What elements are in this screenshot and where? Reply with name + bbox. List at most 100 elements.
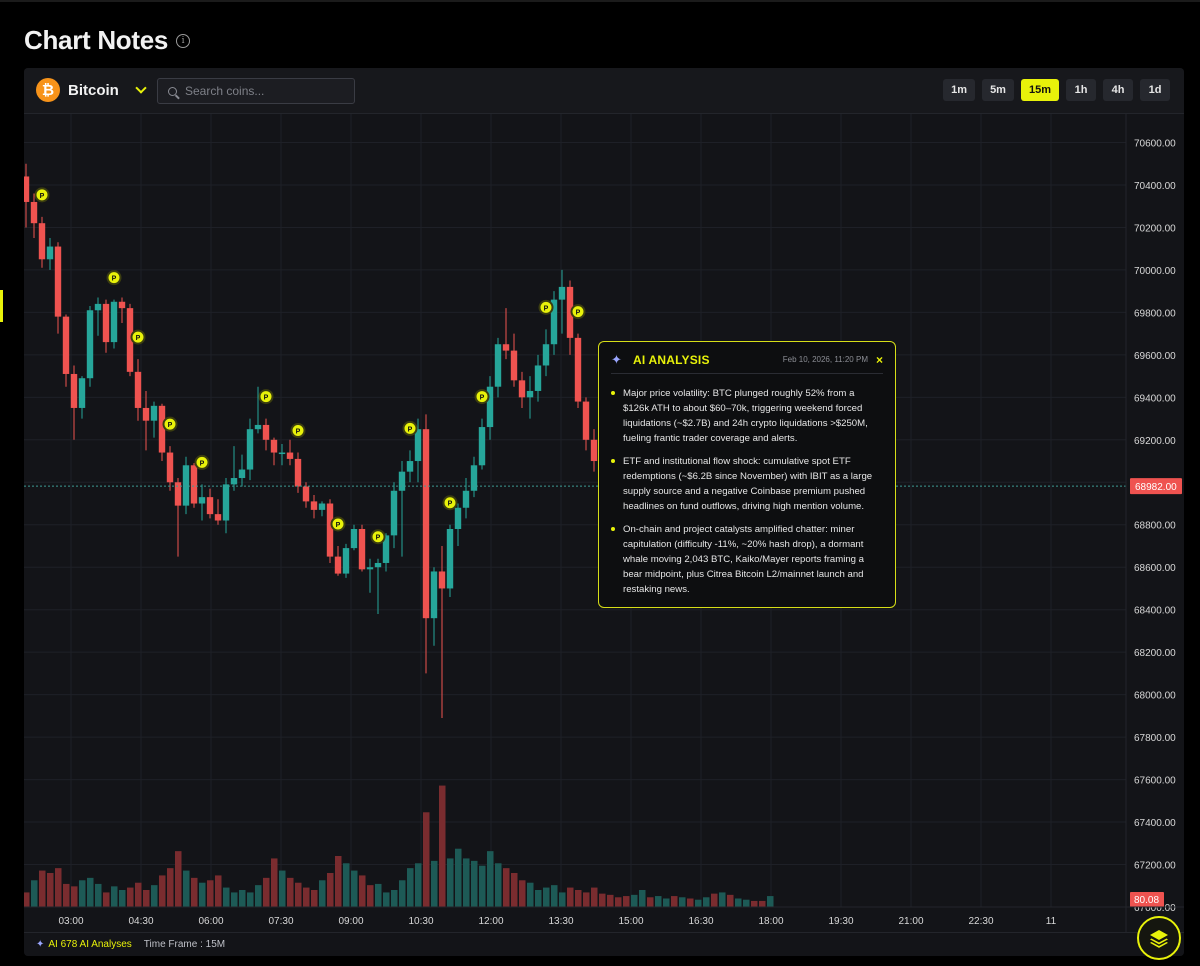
candle[interactable] xyxy=(110,301,118,343)
candle[interactable] xyxy=(118,301,126,309)
candle[interactable] xyxy=(286,452,294,459)
candle[interactable] xyxy=(86,310,94,379)
candle[interactable] xyxy=(382,535,390,563)
candle[interactable] xyxy=(470,465,478,491)
candle[interactable] xyxy=(46,246,54,260)
candle[interactable] xyxy=(62,316,70,374)
candle[interactable] xyxy=(310,501,318,510)
candle[interactable] xyxy=(142,407,150,421)
candle[interactable] xyxy=(318,503,326,510)
search-input[interactable] xyxy=(185,84,345,98)
candle[interactable] xyxy=(30,201,38,224)
timeframe-button-1h[interactable]: 1h xyxy=(1066,79,1096,101)
info-icon[interactable]: i xyxy=(176,34,191,48)
note-marker-icon[interactable] xyxy=(194,454,210,470)
candle[interactable] xyxy=(158,405,166,453)
candle[interactable] xyxy=(390,490,398,536)
volume-bar xyxy=(39,870,46,907)
candle[interactable] xyxy=(182,465,190,506)
candle[interactable] xyxy=(326,503,334,557)
note-marker-icon[interactable] xyxy=(402,420,418,436)
candle[interactable] xyxy=(454,507,462,529)
candle[interactable] xyxy=(542,344,550,366)
candle[interactable] xyxy=(246,429,254,470)
candle[interactable] xyxy=(278,452,286,455)
note-marker-icon[interactable] xyxy=(538,299,554,315)
candle[interactable] xyxy=(38,223,46,260)
candle[interactable] xyxy=(54,246,62,317)
timeframe-button-4h[interactable]: 4h xyxy=(1103,79,1133,101)
note-marker-icon[interactable] xyxy=(330,516,346,532)
candle[interactable] xyxy=(518,380,526,398)
candle[interactable] xyxy=(510,350,518,381)
candle[interactable] xyxy=(78,378,86,408)
coin-selector[interactable]: ₿ Bitcoin xyxy=(36,78,147,102)
candle[interactable] xyxy=(358,528,366,570)
candle[interactable] xyxy=(302,486,310,502)
candle[interactable] xyxy=(486,386,494,428)
candle[interactable] xyxy=(438,571,446,589)
note-marker-icon[interactable] xyxy=(162,416,178,432)
close-icon[interactable]: × xyxy=(875,352,883,367)
candle[interactable] xyxy=(94,303,102,311)
candle[interactable] xyxy=(126,308,134,372)
candle[interactable] xyxy=(582,401,590,440)
price-axis-label: 67800.00 xyxy=(1134,733,1176,744)
timeframe-button-5m[interactable]: 5m xyxy=(982,79,1014,101)
candle[interactable] xyxy=(534,365,542,391)
candle[interactable] xyxy=(134,371,142,408)
candle[interactable] xyxy=(566,286,574,338)
candle[interactable] xyxy=(558,286,566,300)
timeframe-button-15m[interactable]: 15m xyxy=(1020,79,1059,101)
candle[interactable] xyxy=(422,429,430,619)
candle[interactable] xyxy=(222,484,230,521)
candle[interactable] xyxy=(590,439,598,462)
candle[interactable] xyxy=(24,176,30,202)
candle[interactable] xyxy=(342,548,350,574)
candle[interactable] xyxy=(262,424,270,440)
candle[interactable] xyxy=(366,567,374,570)
note-marker-icon[interactable] xyxy=(106,270,122,286)
candle[interactable] xyxy=(214,514,222,521)
candle[interactable] xyxy=(198,497,206,504)
timeframe-button-1m[interactable]: 1m xyxy=(943,79,976,101)
candle[interactable] xyxy=(374,562,382,568)
candle[interactable] xyxy=(494,344,502,387)
candle[interactable] xyxy=(462,490,470,508)
candle[interactable] xyxy=(526,390,534,398)
candle[interactable] xyxy=(206,497,214,515)
candle[interactable] xyxy=(550,299,558,345)
note-marker-icon[interactable] xyxy=(370,529,386,545)
candle[interactable] xyxy=(174,482,182,506)
note-marker-icon[interactable] xyxy=(474,389,490,405)
candle[interactable] xyxy=(398,471,406,491)
note-marker-icon[interactable] xyxy=(442,495,458,511)
candle[interactable] xyxy=(190,465,198,504)
candle[interactable] xyxy=(150,405,158,421)
candle[interactable] xyxy=(574,337,582,402)
candle[interactable] xyxy=(414,429,422,462)
timeframe-button-1d[interactable]: 1d xyxy=(1140,79,1170,101)
candle[interactable] xyxy=(166,452,174,483)
candle[interactable] xyxy=(406,461,414,472)
ai-analyses-count[interactable]: ✦ AI 678 AI Analyses xyxy=(36,939,132,950)
candle[interactable] xyxy=(334,556,342,574)
candle[interactable] xyxy=(350,528,358,549)
note-marker-icon[interactable] xyxy=(258,389,274,405)
candle[interactable] xyxy=(254,424,262,430)
note-marker-icon[interactable] xyxy=(130,329,146,345)
candle[interactable] xyxy=(430,571,438,619)
candle[interactable] xyxy=(238,469,246,479)
candle[interactable] xyxy=(230,478,238,485)
note-marker-icon[interactable] xyxy=(34,187,50,203)
candle[interactable] xyxy=(478,427,486,466)
candle[interactable] xyxy=(102,303,110,343)
note-marker-icon[interactable] xyxy=(290,423,306,439)
candle[interactable] xyxy=(294,458,302,487)
candle[interactable] xyxy=(502,344,510,351)
layers-button[interactable] xyxy=(1137,916,1181,960)
note-marker-icon[interactable] xyxy=(570,304,586,320)
candle[interactable] xyxy=(270,439,278,453)
candle[interactable] xyxy=(446,528,454,589)
candle[interactable] xyxy=(70,373,78,408)
